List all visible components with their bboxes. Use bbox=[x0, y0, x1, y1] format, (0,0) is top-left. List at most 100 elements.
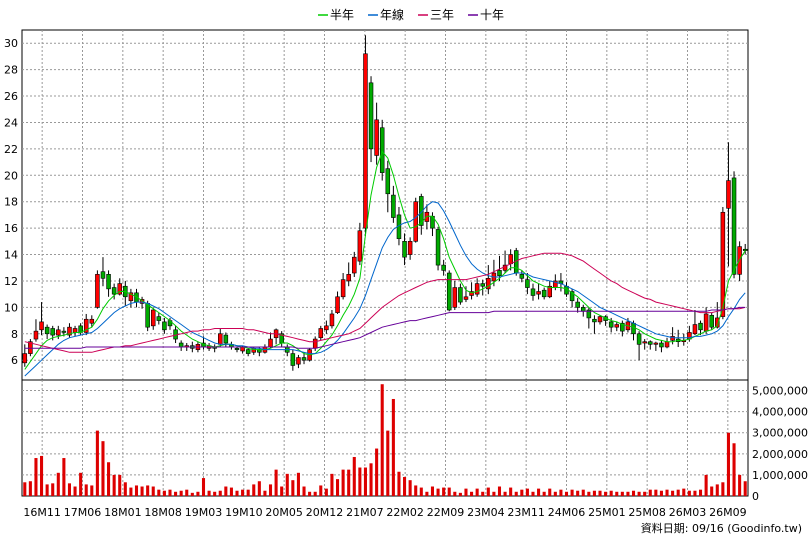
volume-bar bbox=[358, 467, 362, 496]
candle-body bbox=[446, 272, 452, 311]
candle-body bbox=[329, 313, 335, 327]
candle-body bbox=[458, 287, 463, 303]
price-tick-label: 8 bbox=[11, 328, 18, 341]
candle-body bbox=[592, 318, 597, 323]
candle-body bbox=[61, 330, 67, 333]
candle-body bbox=[469, 291, 474, 296]
volume-bar bbox=[118, 474, 122, 496]
candle-body bbox=[636, 333, 642, 345]
x-tick-label: 16M11 bbox=[23, 506, 61, 519]
volume-bar bbox=[168, 489, 172, 496]
candle-body bbox=[419, 196, 424, 226]
volume-bar bbox=[676, 489, 680, 496]
volume-bar bbox=[386, 430, 390, 496]
volume-bar bbox=[347, 469, 351, 496]
volume-bar bbox=[274, 469, 278, 496]
price-tick-label: 14 bbox=[4, 249, 18, 262]
volume-y-axis: 0 1,000,000 2,000,000 3,000,000 4,000,000 5,0… bbox=[752, 385, 808, 503]
candle-body bbox=[547, 285, 553, 298]
candle-body bbox=[335, 296, 340, 313]
volume-bar bbox=[726, 432, 730, 496]
volume-bar bbox=[430, 486, 435, 496]
volume-bar bbox=[213, 491, 217, 496]
volume-tick-label: 3,000,000 bbox=[752, 427, 808, 440]
volume-bar bbox=[559, 489, 563, 496]
volume-bar bbox=[564, 491, 569, 496]
volume-bar bbox=[631, 490, 636, 496]
volume-tick-label: 4,000,000 bbox=[752, 406, 808, 419]
volume-bar bbox=[626, 491, 630, 496]
candle-body bbox=[111, 287, 117, 295]
volume-bar bbox=[470, 491, 474, 496]
volume-bar bbox=[129, 487, 133, 496]
volume-bar bbox=[659, 490, 663, 496]
volume-bar bbox=[190, 492, 194, 496]
candle-body bbox=[742, 248, 748, 251]
volume-tick-label: 2,000,000 bbox=[752, 448, 808, 461]
volume-bar bbox=[710, 486, 714, 496]
volume-bar bbox=[738, 474, 742, 496]
legend-label-0: 半年 bbox=[330, 8, 354, 22]
candle-body bbox=[150, 309, 156, 327]
volume-bar bbox=[196, 491, 200, 496]
candle-body bbox=[50, 328, 55, 336]
volume-bar bbox=[576, 490, 580, 496]
volume-bar bbox=[447, 487, 451, 496]
volume-bar bbox=[335, 479, 340, 496]
volume-bar bbox=[185, 489, 189, 496]
x-tick-label: 23M11 bbox=[507, 506, 545, 519]
candle-body bbox=[575, 301, 580, 308]
candle-body bbox=[357, 230, 363, 262]
candle-body bbox=[22, 353, 28, 364]
candle-body bbox=[703, 313, 709, 332]
candle-body bbox=[56, 329, 61, 336]
volume-bar bbox=[302, 486, 306, 496]
candle-body bbox=[346, 274, 351, 282]
candle-body bbox=[698, 322, 703, 331]
volume-bar bbox=[263, 490, 267, 496]
candle-body bbox=[296, 357, 301, 365]
data-source-note: 資料日期: 09/16 (Goodinfo.tw) bbox=[641, 521, 802, 535]
volume-bar bbox=[101, 441, 105, 496]
volume-bar bbox=[553, 491, 557, 496]
volume-bar bbox=[67, 483, 72, 496]
candle-body bbox=[352, 256, 357, 274]
candle-body bbox=[128, 292, 134, 302]
x-tick-label: 25M08 bbox=[628, 506, 666, 519]
price-tick-label: 18 bbox=[4, 196, 18, 209]
price-tick-label: 20 bbox=[4, 169, 18, 182]
x-axis: 16M11 17M06 18M01 18M08 19M03 19M10 20M05 20M12… bbox=[23, 506, 746, 519]
candle-body bbox=[631, 322, 636, 335]
volume-bar bbox=[475, 488, 479, 496]
candle-body bbox=[83, 318, 89, 333]
volume-bar bbox=[162, 490, 166, 496]
volume-bar bbox=[179, 490, 183, 496]
price-tick-label: 26 bbox=[4, 90, 18, 103]
x-tick-label: 22M02 bbox=[386, 506, 424, 519]
volume-bar bbox=[84, 484, 88, 496]
volume-bar bbox=[157, 489, 161, 496]
volume-bar bbox=[62, 458, 66, 496]
volume-bar bbox=[542, 491, 546, 496]
volume-bar bbox=[151, 486, 155, 496]
price-tick-label: 30 bbox=[4, 37, 18, 50]
volume-bar bbox=[414, 485, 418, 496]
candle-body bbox=[486, 278, 491, 290]
candle-body bbox=[368, 82, 374, 150]
candle-body bbox=[178, 342, 184, 348]
price-tick-label: 22 bbox=[4, 143, 18, 156]
volume-panel bbox=[21, 379, 749, 497]
volume-bar bbox=[548, 488, 552, 496]
volume-bar bbox=[313, 491, 317, 496]
ma-line-3 bbox=[24, 306, 746, 349]
volume-bar bbox=[637, 491, 641, 496]
moving-average-lines bbox=[24, 150, 746, 377]
price-grid bbox=[22, 30, 748, 380]
volume-bar bbox=[123, 482, 127, 496]
candle-body bbox=[726, 180, 731, 209]
volume-bar bbox=[112, 474, 116, 496]
volume-bar bbox=[95, 430, 99, 496]
candle-body bbox=[402, 241, 407, 258]
volume-bar bbox=[531, 491, 535, 496]
volume-bar bbox=[492, 491, 496, 496]
